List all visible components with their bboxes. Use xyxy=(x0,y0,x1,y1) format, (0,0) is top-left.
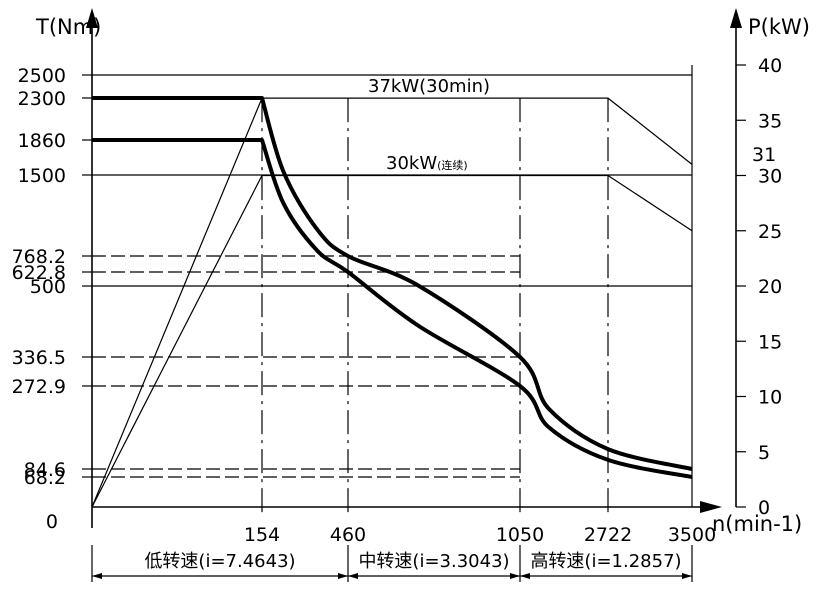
power-label-continuous-suffix: (连续) xyxy=(437,158,468,172)
y-left-tick-label: 2500 xyxy=(18,65,66,87)
y-left-tick-label: 0 xyxy=(46,511,58,533)
torque-curve xyxy=(92,138,693,479)
gear-arrow-right xyxy=(682,573,692,579)
y-left-tick-label: 1860 xyxy=(18,130,66,152)
y-right-tick-label: 0 xyxy=(758,497,770,519)
x-tick-label: 154 xyxy=(244,524,280,546)
y-right-tick-label: 20 xyxy=(758,276,782,298)
y-right-tick-label: 15 xyxy=(758,331,782,353)
y-left-tick-label: 68.2 xyxy=(24,467,66,489)
gear-arrow-right xyxy=(338,573,348,579)
y-right-tick-label: 40 xyxy=(758,55,782,77)
y-left-axis-title: T(Nm) xyxy=(35,15,101,39)
y-left-tick-label: 500 xyxy=(30,276,66,298)
x-tick-label: 2722 xyxy=(584,524,632,546)
x-axis-arrow xyxy=(700,501,722,513)
y-left-axis-arrow xyxy=(86,8,98,28)
y-left-tick-label: 1500 xyxy=(18,165,66,187)
power-label-continuous: 30kW(连续) xyxy=(386,153,468,174)
y-right-extra-label: 31 xyxy=(752,144,776,166)
gear-arrow-left xyxy=(92,573,102,579)
y-left-tick-label: 272.9 xyxy=(12,376,66,398)
gear-arrow-left xyxy=(520,573,530,579)
gear-range-label: 低转速(i=7.4643) xyxy=(144,551,295,572)
y-left-tick-label: 336.5 xyxy=(12,347,66,369)
y-right-axis-title: P(kW) xyxy=(748,15,810,39)
power-lines xyxy=(91,97,693,508)
gear-arrow-right xyxy=(510,573,520,579)
torque-curve xyxy=(92,96,693,471)
x-tick-label: 460 xyxy=(330,524,366,546)
y-right-tick-label: 35 xyxy=(758,110,782,132)
y-left-tick-label: 2300 xyxy=(18,88,66,110)
x-tick-label: 1050 xyxy=(496,524,544,546)
y-right-tick-label: 5 xyxy=(758,442,770,464)
power-curve xyxy=(91,97,693,508)
gear-ranges: 低转速(i=7.4643) 中转速(i=3.3043) 高转速(i=1.2857) xyxy=(91,545,693,582)
y-left-tick-label: 768.2 xyxy=(12,246,66,268)
gear-range-label: 中转速(i=3.3043) xyxy=(358,551,509,572)
y-left-tick-label: 622.8 xyxy=(12,262,66,284)
power-label-continuous-main: 30kW xyxy=(386,153,437,174)
y-right-tick-label: 30 xyxy=(758,166,782,188)
y-right-tick-label: 25 xyxy=(758,221,782,243)
gear-arrow-left xyxy=(348,573,358,579)
x-tick-label: 3500 xyxy=(668,524,716,546)
y-right-axis-arrow xyxy=(730,8,742,28)
torque-curves xyxy=(92,96,693,479)
power-curve xyxy=(91,174,693,508)
power-label-30min: 37kW(30min) xyxy=(368,76,490,97)
tick-labels: 2500230018601500768.2622.8500336.5272.98… xyxy=(12,55,783,546)
y-right-tick-label: 10 xyxy=(758,387,782,409)
axes xyxy=(86,8,746,528)
x-axis-title: n(min-1) xyxy=(712,512,802,536)
y-left-tick-label: 84.6 xyxy=(24,459,66,481)
gear-range-label: 高转速(i=1.2857) xyxy=(530,551,681,572)
